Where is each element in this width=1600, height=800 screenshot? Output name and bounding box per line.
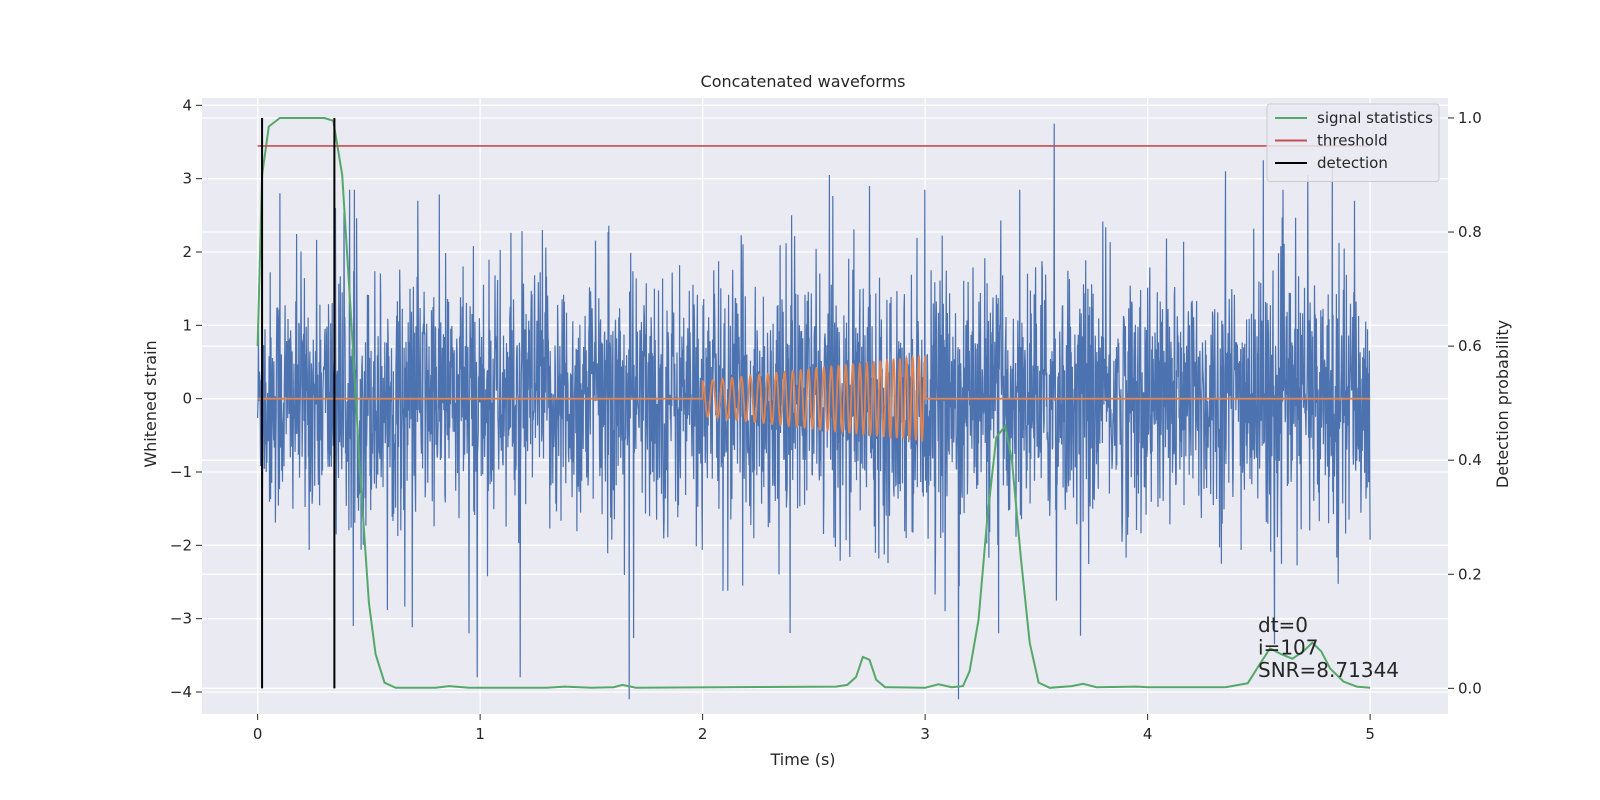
y-tick-label: 0 bbox=[182, 390, 192, 408]
y-tick-label: −4 bbox=[170, 683, 192, 701]
x-tick-label: 1 bbox=[475, 725, 485, 743]
y-tick-label: −2 bbox=[170, 536, 192, 554]
annotation-text: SNR=8.71344 bbox=[1258, 658, 1399, 682]
y2-tick-label: 0.8 bbox=[1458, 223, 1482, 241]
legend-label: threshold bbox=[1317, 132, 1388, 150]
legend-label: signal statistics bbox=[1317, 109, 1433, 127]
y-tick-label: 1 bbox=[182, 316, 192, 334]
y2-tick-label: 0.6 bbox=[1458, 337, 1482, 355]
x-tick-label: 3 bbox=[920, 725, 930, 743]
x-tick-label: 4 bbox=[1143, 725, 1153, 743]
signal-statistics-line bbox=[256, 117, 1371, 689]
x-tick-label: 5 bbox=[1365, 725, 1375, 743]
x-tick-label: 2 bbox=[698, 725, 708, 743]
chirp-series-line bbox=[257, 354, 1371, 443]
y2-tick-label: 0.0 bbox=[1458, 679, 1482, 697]
y-tick-label: 4 bbox=[182, 96, 192, 114]
chart-title: Concatenated waveforms bbox=[701, 72, 906, 91]
y-axis-label: Whitened strain bbox=[141, 340, 160, 467]
y-tick-label: −3 bbox=[170, 610, 192, 628]
axes: 0 1 2 3 4 5 −4 −3 −2 −1 0 1 2 3 4 0.0 0.2 0.4 0.6 0.8 1.0 bbox=[170, 96, 1482, 743]
y-tick-label: −1 bbox=[170, 463, 192, 481]
x-tick-label: 0 bbox=[253, 725, 263, 743]
y2-tick-label: 0.2 bbox=[1458, 565, 1482, 583]
legend-label: detection bbox=[1317, 154, 1388, 172]
legend: signal statistics threshold detection bbox=[1266, 103, 1440, 182]
noise-series-line bbox=[257, 123, 1371, 700]
y-tick-label: 3 bbox=[182, 170, 192, 188]
annotation-text: i=107 bbox=[1258, 636, 1319, 660]
plot-area bbox=[256, 117, 1371, 700]
y-tick-label: 2 bbox=[182, 243, 192, 261]
y2-tick-label: 1.0 bbox=[1458, 109, 1482, 127]
annotation-text: dt=0 bbox=[1258, 613, 1308, 637]
legend-box bbox=[1266, 103, 1440, 182]
y2-axis-label: Detection probability bbox=[1493, 320, 1512, 488]
y2-tick-label: 0.4 bbox=[1458, 451, 1482, 469]
x-axis-label: Time (s) bbox=[769, 750, 835, 769]
